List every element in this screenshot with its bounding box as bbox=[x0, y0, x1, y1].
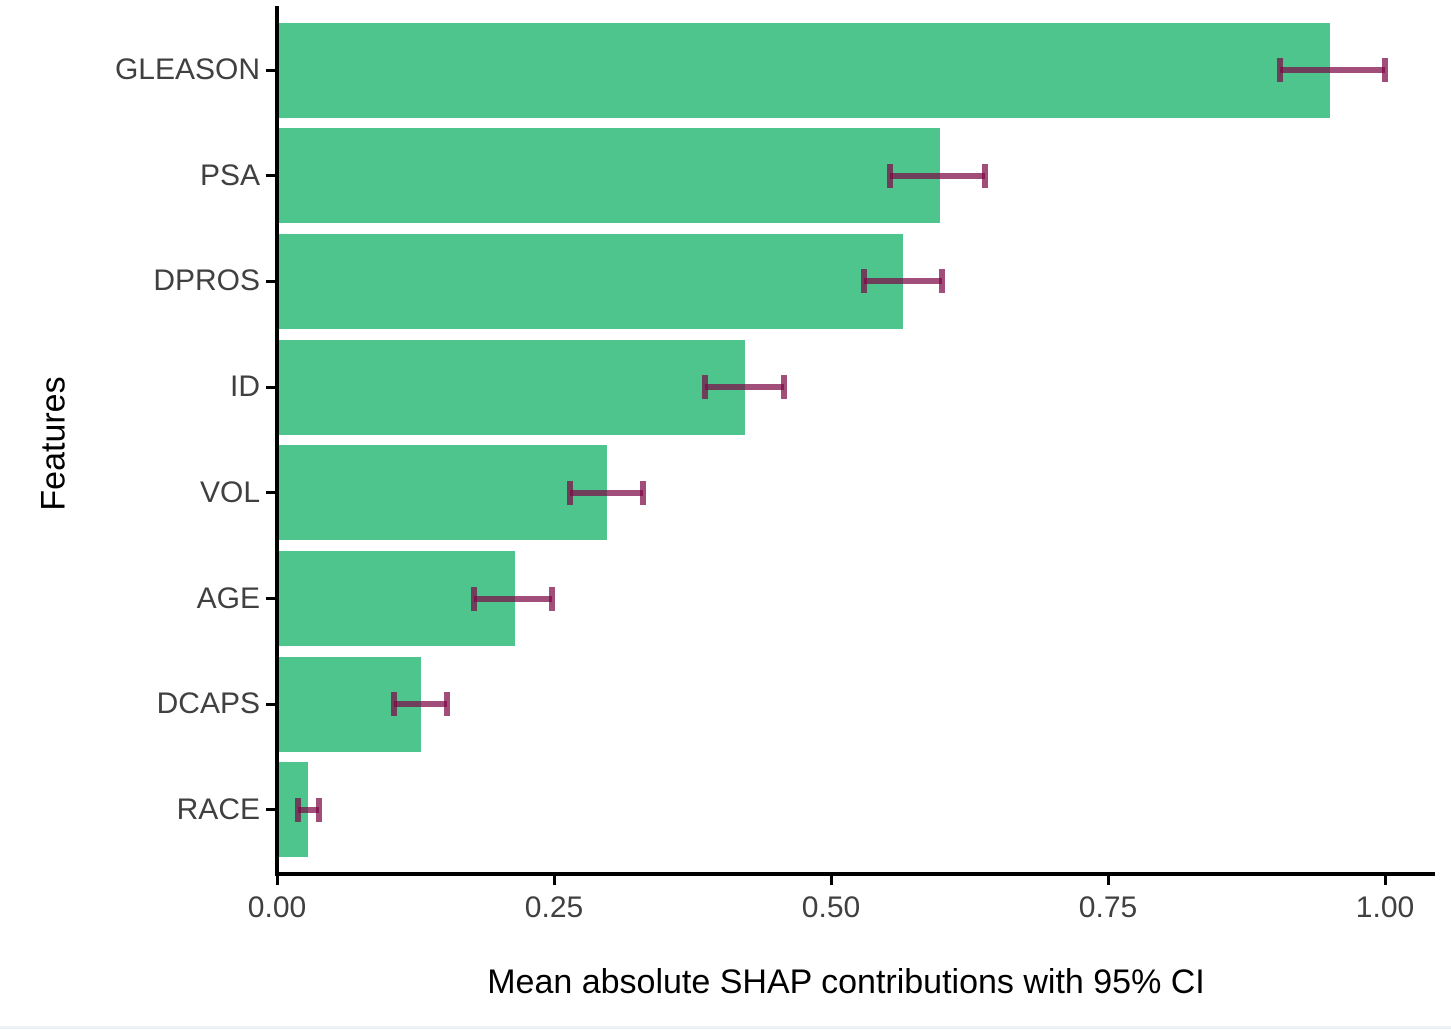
x-tick-label-0.00: 0.00 bbox=[247, 891, 307, 924]
y-tick-label-gleason: GLEASON bbox=[114, 53, 260, 86]
errorbar-race-cap-low bbox=[295, 797, 302, 822]
bottom-edge-line bbox=[0, 1026, 1451, 1029]
y-tick-age bbox=[266, 597, 277, 601]
errorbar-id-cap-high bbox=[781, 375, 788, 400]
x-tick-1.00 bbox=[1383, 874, 1387, 885]
errorbar-id bbox=[704, 384, 785, 391]
x-tick-label-0.50: 0.50 bbox=[801, 891, 861, 924]
y-tick-vol bbox=[266, 491, 277, 495]
errorbar-age bbox=[474, 595, 552, 602]
bar-vol bbox=[279, 445, 608, 541]
errorbar-dcaps bbox=[394, 701, 447, 708]
y-tick-label-age: AGE bbox=[196, 581, 260, 615]
x-axis-line bbox=[275, 872, 1435, 876]
y-tick-id bbox=[266, 385, 277, 389]
y-tick-label-race: RACE bbox=[176, 792, 260, 826]
errorbar-gleason-cap-low bbox=[1276, 58, 1283, 82]
y-tick-label-vol: VOL bbox=[199, 475, 260, 509]
errorbar-vol-cap-low bbox=[566, 480, 573, 505]
y-tick-dcaps bbox=[266, 702, 277, 706]
y-tick-label-id: ID bbox=[230, 370, 260, 404]
y-tick-dpros bbox=[266, 279, 277, 283]
errorbar-psa-cap-high bbox=[982, 163, 988, 188]
errorbar-dpros bbox=[864, 278, 942, 285]
x-tick-0.50 bbox=[829, 874, 833, 885]
y-tick-psa bbox=[266, 174, 277, 178]
bar-id bbox=[279, 339, 745, 435]
errorbar-dpros-cap-low bbox=[861, 269, 868, 294]
errorbar-race-cap-high bbox=[316, 797, 323, 822]
y-axis-title: Features bbox=[34, 376, 73, 511]
y-tick-label-dpros: DPROS bbox=[153, 264, 260, 298]
x-tick-label-0.25: 0.25 bbox=[524, 891, 584, 924]
y-tick-label-psa: PSA bbox=[199, 158, 260, 192]
errorbar-vol-cap-high bbox=[639, 480, 646, 505]
y-tick-label-dcaps: DCAPS bbox=[156, 687, 260, 721]
bar-dpros bbox=[279, 233, 904, 329]
x-tick-label-0.75: 0.75 bbox=[1078, 891, 1138, 924]
x-tick-0.75 bbox=[1106, 874, 1110, 885]
x-tick-0.00 bbox=[275, 874, 279, 885]
errorbar-age-cap-low bbox=[471, 586, 478, 611]
y-tick-gleason bbox=[266, 68, 277, 72]
x-tick-label-1.00: 1.00 bbox=[1355, 891, 1415, 924]
errorbar-age-cap-high bbox=[548, 586, 555, 611]
bar-gleason bbox=[279, 22, 1330, 118]
errorbar-dpros-cap-high bbox=[938, 269, 945, 294]
errorbar-gleason-cap-high bbox=[1382, 58, 1388, 82]
errorbar-race bbox=[298, 806, 320, 813]
errorbar-dcaps-cap-low bbox=[391, 692, 398, 717]
y-axis-line bbox=[275, 6, 279, 875]
x-axis-title: Mean absolute SHAP contributions with 95… bbox=[487, 963, 1205, 1001]
x-tick-0.25 bbox=[552, 874, 556, 885]
errorbar-id-cap-low bbox=[701, 375, 708, 400]
errorbar-psa-cap-low bbox=[886, 163, 893, 188]
errorbar-dcaps-cap-high bbox=[443, 692, 450, 717]
errorbar-psa bbox=[889, 172, 985, 179]
errorbar-vol bbox=[569, 489, 643, 496]
y-tick-race bbox=[266, 808, 277, 812]
errorbar-gleason bbox=[1279, 67, 1385, 73]
bar-psa bbox=[279, 128, 940, 224]
